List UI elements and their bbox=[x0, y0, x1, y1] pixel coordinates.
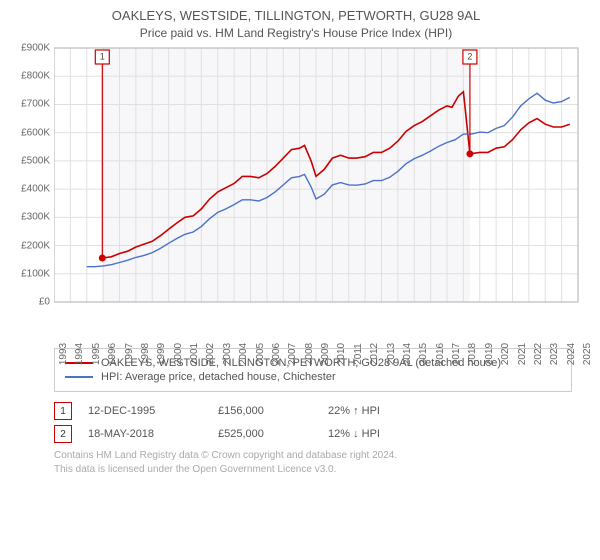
footer-line: Contains HM Land Registry data © Crown c… bbox=[54, 449, 572, 463]
attribution-footer: Contains HM Land Registry data © Crown c… bbox=[54, 449, 572, 476]
sale-date: 18-MAY-2018 bbox=[88, 428, 218, 440]
x-axis-tick-label: 2001 bbox=[185, 343, 200, 365]
svg-text:1: 1 bbox=[100, 51, 105, 61]
x-axis-tick-label: 2010 bbox=[332, 343, 347, 365]
x-axis-tick-label: 2008 bbox=[300, 343, 315, 365]
x-axis-tick-label: 2015 bbox=[414, 343, 429, 365]
x-axis-tick-label: 1998 bbox=[136, 343, 151, 365]
sales-table: 1 12-DEC-1995 £156,000 22% ↑ HPI 2 18-MA… bbox=[54, 402, 572, 443]
sale-price: £156,000 bbox=[218, 405, 328, 417]
y-axis-tick-label: £100K bbox=[8, 268, 54, 279]
x-axis-tick-label: 2007 bbox=[283, 343, 298, 365]
y-axis-tick-label: £300K bbox=[8, 212, 54, 223]
plot-area: 12 £0£100K£200K£300K£400K£500K£600K£700K… bbox=[54, 46, 582, 336]
x-axis-tick-label: 2003 bbox=[218, 343, 233, 365]
y-axis-tick-label: £600K bbox=[8, 127, 54, 138]
x-axis-tick-label: 1997 bbox=[120, 343, 135, 365]
x-axis-tick-label: 2011 bbox=[349, 343, 364, 365]
x-axis-tick-label: 2013 bbox=[382, 343, 397, 365]
y-axis-tick-label: £400K bbox=[8, 184, 54, 195]
y-axis-tick-label: £200K bbox=[8, 240, 54, 251]
sale-date: 12-DEC-1995 bbox=[88, 405, 218, 417]
x-axis-tick-label: 1996 bbox=[103, 343, 118, 365]
y-axis-tick-label: £500K bbox=[8, 155, 54, 166]
x-axis-tick-label: 1993 bbox=[54, 343, 69, 365]
sale-price: £525,000 bbox=[218, 428, 328, 440]
x-axis-tick-label: 1994 bbox=[70, 343, 85, 365]
x-axis-tick-label: 2014 bbox=[398, 343, 413, 365]
x-axis-tick-label: 2016 bbox=[431, 343, 446, 365]
x-axis-tick-label: 2006 bbox=[267, 343, 282, 365]
x-axis-tick-label: 2005 bbox=[251, 343, 266, 365]
sale-index: 22% ↑ HPI bbox=[328, 405, 438, 417]
x-axis-tick-label: 2020 bbox=[496, 343, 511, 365]
x-axis-tick-label: 2000 bbox=[169, 343, 184, 365]
chart-title: OAKLEYS, WESTSIDE, TILLINGTON, PETWORTH,… bbox=[10, 8, 582, 23]
y-axis-tick-label: £0 bbox=[8, 297, 54, 308]
chart-container: OAKLEYS, WESTSIDE, TILLINGTON, PETWORTH,… bbox=[0, 0, 600, 490]
sale-row: 2 18-MAY-2018 £525,000 12% ↓ HPI bbox=[54, 425, 572, 443]
x-axis-tick-label: 2017 bbox=[447, 343, 462, 365]
marker-icon: 2 bbox=[54, 425, 72, 443]
legend-item: HPI: Average price, detached house, Chic… bbox=[65, 371, 561, 383]
y-axis-tick-label: £700K bbox=[8, 99, 54, 110]
x-axis-tick-label: 2012 bbox=[365, 343, 380, 365]
x-axis-tick-label: 2018 bbox=[463, 343, 478, 365]
x-axis-tick-label: 1999 bbox=[152, 343, 167, 365]
x-axis-tick-label: 1995 bbox=[87, 343, 102, 365]
y-axis-tick-label: £900K bbox=[8, 43, 54, 54]
x-axis-tick-label: 2002 bbox=[201, 343, 216, 365]
x-axis-tick-label: 2004 bbox=[234, 343, 249, 365]
x-axis-tick-label: 2025 bbox=[578, 343, 593, 365]
y-axis-tick-label: £800K bbox=[8, 71, 54, 82]
x-axis-tick-label: 2024 bbox=[562, 343, 577, 365]
x-axis-tick-label: 2021 bbox=[513, 343, 528, 365]
legend-label: HPI: Average price, detached house, Chic… bbox=[101, 371, 336, 383]
x-axis-tick-label: 2019 bbox=[480, 343, 495, 365]
sale-row: 1 12-DEC-1995 £156,000 22% ↑ HPI bbox=[54, 402, 572, 420]
x-axis-tick-label: 2023 bbox=[545, 343, 560, 365]
chart-subtitle: Price paid vs. HM Land Registry's House … bbox=[10, 26, 582, 40]
footer-line: This data is licensed under the Open Gov… bbox=[54, 463, 572, 477]
sale-index: 12% ↓ HPI bbox=[328, 428, 438, 440]
x-axis-tick-label: 2009 bbox=[316, 343, 331, 365]
x-axis-tick-label: 2022 bbox=[529, 343, 544, 365]
chart-svg: 12 bbox=[54, 46, 580, 336]
chart-titles: OAKLEYS, WESTSIDE, TILLINGTON, PETWORTH,… bbox=[10, 8, 582, 40]
marker-icon: 1 bbox=[54, 402, 72, 420]
legend-swatch bbox=[65, 376, 93, 378]
svg-text:2: 2 bbox=[467, 51, 472, 61]
